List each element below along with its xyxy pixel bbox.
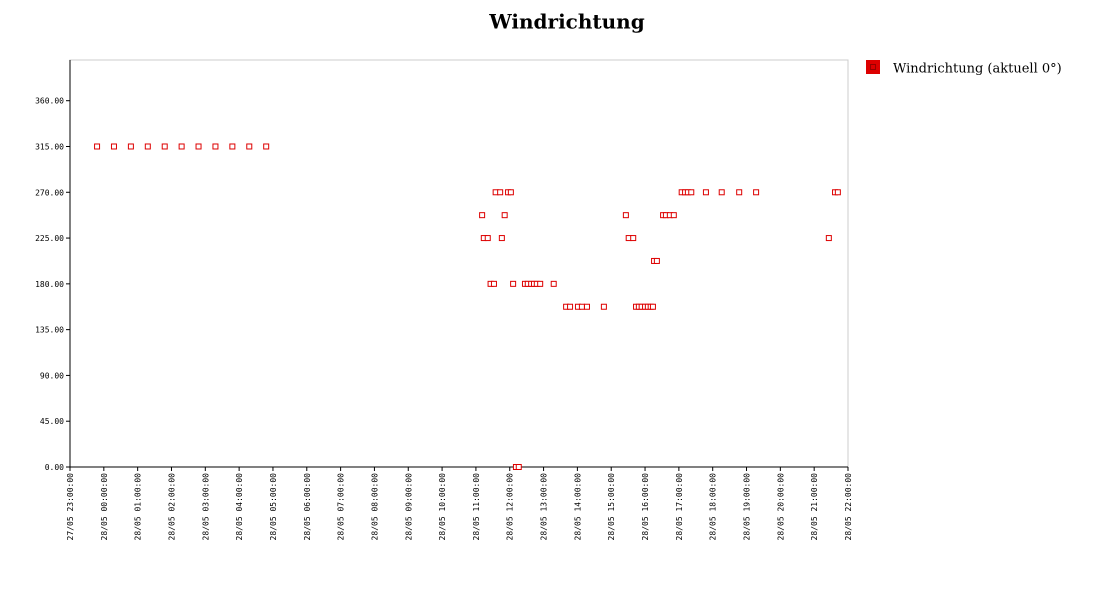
data-point [144,143,151,150]
x-tick-label: 28/05 22:00:00 [844,473,853,541]
data-point [178,143,185,150]
data-point [753,189,760,196]
y-tick-label: 315.00 [35,142,64,151]
data-point [834,189,841,196]
x-tick-label: 28/05 16:00:00 [641,473,650,541]
x-tick-label: 28/05 03:00:00 [201,473,210,541]
data-point [653,257,660,264]
x-tick-label: 28/05 00:00:00 [100,473,109,541]
data-point [649,303,656,310]
data-point [825,235,832,242]
chart-title: Windrichtung [488,10,644,34]
data-point [736,189,743,196]
y-tick-label: 360.00 [35,97,64,106]
legend-marker [870,64,876,70]
y-tick-label: 0.00 [45,463,64,472]
data-point [567,303,574,310]
x-tick-label: 28/05 05:00:00 [269,473,278,541]
plot-frame [69,59,849,468]
data-point [688,189,695,196]
data-point [501,212,508,219]
x-tick-label: 28/05 15:00:00 [607,473,616,541]
data-point [670,212,677,219]
data-point [490,280,497,287]
data-point [718,189,725,196]
data-point [263,143,270,150]
data-point [537,280,544,287]
data-point [246,143,253,150]
legend-swatch [866,60,880,74]
data-point [127,143,134,150]
x-tick-label: 28/05 11:00:00 [472,473,481,541]
data-point [583,303,590,310]
data-point [110,143,117,150]
data-point [94,143,101,150]
x-tick-label: 28/05 09:00:00 [404,473,413,541]
x-tick-label: 28/05 14:00:00 [573,473,582,541]
x-tick-label: 28/05 17:00:00 [675,473,684,541]
data-point [195,143,202,150]
x-tick-label: 28/05 13:00:00 [540,473,549,541]
data-point [229,143,236,150]
y-tick-label: 135.00 [35,326,64,335]
x-tick-label: 28/05 12:00:00 [506,473,515,541]
data-point [600,303,607,310]
data-point [507,189,514,196]
x-tick-label: 28/05 18:00:00 [709,473,718,541]
x-tick-label: 28/05 19:00:00 [743,473,752,541]
x-tick-label: 28/05 21:00:00 [810,473,819,541]
data-point [622,212,629,219]
data-point [702,189,709,196]
y-tick-label: 90.00 [40,371,64,380]
data-point [510,280,517,287]
data-point [550,280,557,287]
x-tick-label: 28/05 10:00:00 [438,473,447,541]
x-tick-label: 27/05 23:00:00 [66,473,75,541]
x-tick-label: 28/05 20:00:00 [776,473,785,541]
x-tick-label: 28/05 06:00:00 [303,473,312,541]
y-tick-label: 270.00 [35,188,64,197]
legend-label: Windrichtung (aktuell 0°) [893,62,1062,77]
x-tick-label: 28/05 01:00:00 [134,473,143,541]
data-point [484,235,491,242]
data-point [498,235,505,242]
data-point [630,235,637,242]
x-tick-label: 28/05 08:00:00 [370,473,379,541]
x-tick-label: 28/05 02:00:00 [167,473,176,541]
data-point [497,189,504,196]
data-point [479,212,486,219]
y-tick-label: 225.00 [35,234,64,243]
data-point [212,143,219,150]
x-tick-label: 28/05 07:00:00 [337,473,346,541]
y-tick-label: 45.00 [40,417,64,426]
data-point [515,464,522,470]
y-tick-label: 180.00 [35,280,64,289]
data-point [578,303,585,310]
data-point [161,143,168,150]
x-tick-label: 28/05 04:00:00 [235,473,244,541]
